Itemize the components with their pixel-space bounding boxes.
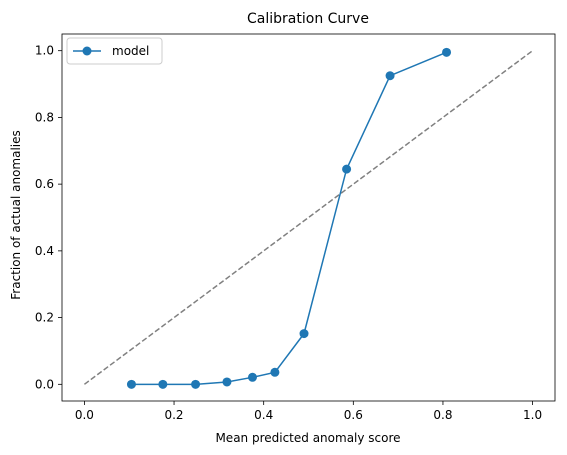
data-point-marker [222, 377, 232, 387]
y-tick-label: 0.8 [35, 110, 54, 124]
legend: model [66, 37, 163, 65]
y-axis-ticks: 0.0 0.2 0.4 0.6 0.8 1.0 [35, 44, 62, 391]
data-point-marker [299, 329, 309, 339]
data-point-marker [158, 379, 168, 389]
data-point-marker [342, 164, 352, 174]
y-tick-label: 0.6 [35, 177, 54, 191]
reference-diagonal-line [83, 50, 534, 385]
x-tick-label: 0.6 [344, 408, 363, 422]
y-axis-label: Fraction of actual anomalies [9, 130, 23, 300]
chart-title: Calibration Curve [247, 11, 369, 27]
y-tick-label: 0.0 [35, 377, 54, 391]
plot-frame [61, 33, 556, 402]
data-point-marker [191, 379, 201, 389]
legend-label-model: model [112, 44, 149, 58]
series-line-model [131, 51, 447, 386]
data-point-marker [270, 367, 280, 377]
y-tick-label: 0.2 [35, 311, 54, 325]
y-tick-label: 1.0 [35, 44, 54, 58]
x-axis-ticks: 0.0 0.2 0.4 0.6 0.8 1.0 [75, 401, 542, 422]
x-tick-label: 1.0 [523, 408, 542, 422]
data-point-marker [126, 379, 136, 389]
x-tick-label: 0.0 [75, 408, 94, 422]
x-axis-label: Mean predicted anomaly score [215, 431, 400, 445]
data-point-marker [247, 372, 257, 382]
y-tick-label: 0.4 [35, 244, 54, 258]
legend-box [66, 37, 163, 65]
data-point-marker [385, 71, 395, 81]
data-point-marker [442, 47, 452, 57]
series-markers [126, 47, 452, 389]
plot-area [61, 33, 556, 402]
x-tick-label: 0.4 [254, 408, 273, 422]
legend-marker-swatch [82, 46, 92, 56]
x-tick-label: 0.2 [164, 408, 183, 422]
x-tick-label: 0.8 [433, 408, 452, 422]
